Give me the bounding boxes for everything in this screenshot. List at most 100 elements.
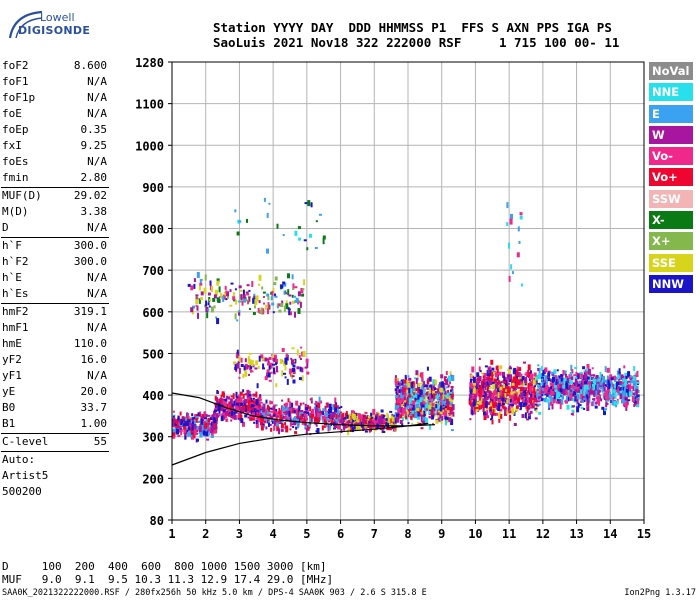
data-point [263, 407, 267, 411]
data-point [484, 392, 487, 396]
data-point [547, 378, 551, 382]
data-point [322, 408, 326, 412]
data-point [214, 409, 218, 412]
data-point [608, 383, 611, 387]
data-point [232, 292, 235, 297]
x-tick-label: 7 [371, 527, 378, 541]
data-point [214, 395, 217, 401]
data-point [567, 394, 570, 397]
data-point [198, 426, 202, 433]
data-point [573, 391, 577, 396]
data-point [582, 366, 586, 370]
legend-item: X- [649, 211, 693, 230]
data-point [260, 407, 264, 409]
data-point [425, 403, 429, 409]
data-point [513, 423, 517, 426]
data-point [275, 359, 278, 364]
data-point [235, 366, 238, 371]
data-point [213, 417, 217, 424]
data-point [263, 197, 266, 202]
data-point [510, 395, 514, 399]
data-point [551, 403, 554, 410]
data-point [408, 377, 412, 381]
data-point [401, 398, 404, 403]
data-point [432, 386, 435, 391]
data-point [358, 415, 361, 420]
data-point [173, 417, 176, 421]
data-point [536, 404, 540, 407]
data-point [442, 394, 445, 400]
param-value: N/A [87, 75, 107, 88]
data-point [277, 421, 281, 424]
data-point [238, 300, 242, 303]
data-point [538, 391, 542, 395]
param-value: N/A [87, 107, 107, 120]
data-point [268, 379, 272, 382]
data-point [540, 398, 544, 402]
data-point [364, 414, 367, 419]
data-point [472, 381, 476, 386]
data-point [258, 300, 261, 304]
data-point [526, 390, 529, 393]
param-value: N/A [87, 221, 107, 234]
data-point [316, 428, 320, 433]
data-point [512, 391, 516, 394]
data-point [504, 397, 508, 400]
data-point [243, 298, 247, 303]
data-point [596, 396, 599, 399]
data-point [172, 422, 175, 427]
data-point [491, 376, 494, 381]
data-point [234, 209, 237, 213]
data-point [405, 416, 408, 419]
profile-curve [171, 392, 436, 427]
data-point [339, 419, 342, 424]
param-row: hmF2 319.1 [1, 304, 109, 320]
data-point [280, 423, 284, 429]
data-point [508, 242, 510, 249]
data-point [230, 416, 233, 419]
param-row: D N/A [1, 220, 109, 236]
data-point [493, 410, 497, 413]
data-point [292, 364, 296, 368]
data-point [618, 387, 622, 394]
data-point [233, 361, 236, 365]
y-tick-label: 400 [142, 389, 164, 403]
data-point [204, 422, 208, 428]
y-tick-label: 300 [142, 431, 164, 445]
data-point [428, 416, 432, 419]
data-point [306, 247, 309, 251]
x-tick-label: 8 [404, 527, 411, 541]
data-point [618, 381, 622, 386]
data-point [470, 374, 474, 377]
logo-line2: DIGISONDE [18, 24, 91, 37]
data-point [437, 410, 440, 413]
data-point [218, 286, 221, 293]
data-point [239, 403, 243, 406]
data-point [503, 384, 505, 389]
data-point [545, 385, 549, 390]
data-point [489, 406, 493, 410]
data-point [506, 399, 509, 404]
header-line1: Station YYYY DAY DDD HHMMSS P1 FFS S AXN… [213, 20, 612, 35]
data-point [289, 368, 293, 375]
data-point [483, 415, 487, 421]
data-point [233, 408, 236, 415]
data-point [476, 401, 480, 405]
data-point [501, 402, 505, 409]
data-point [583, 370, 586, 376]
data-point [421, 404, 425, 408]
data-point [534, 417, 538, 420]
data-point [328, 403, 332, 410]
data-point [213, 305, 216, 309]
data-point [591, 367, 594, 370]
data-point [236, 231, 240, 236]
data-point [548, 386, 552, 390]
data-point [243, 365, 246, 371]
data-point [579, 404, 582, 407]
data-point [214, 407, 218, 410]
footer-info: SAA0K_2021322222000.RSF / 280fx256h 50 k… [2, 588, 427, 598]
data-point [539, 373, 542, 377]
data-point [386, 422, 390, 427]
param-label: B0 [2, 401, 16, 414]
data-point [426, 379, 429, 385]
